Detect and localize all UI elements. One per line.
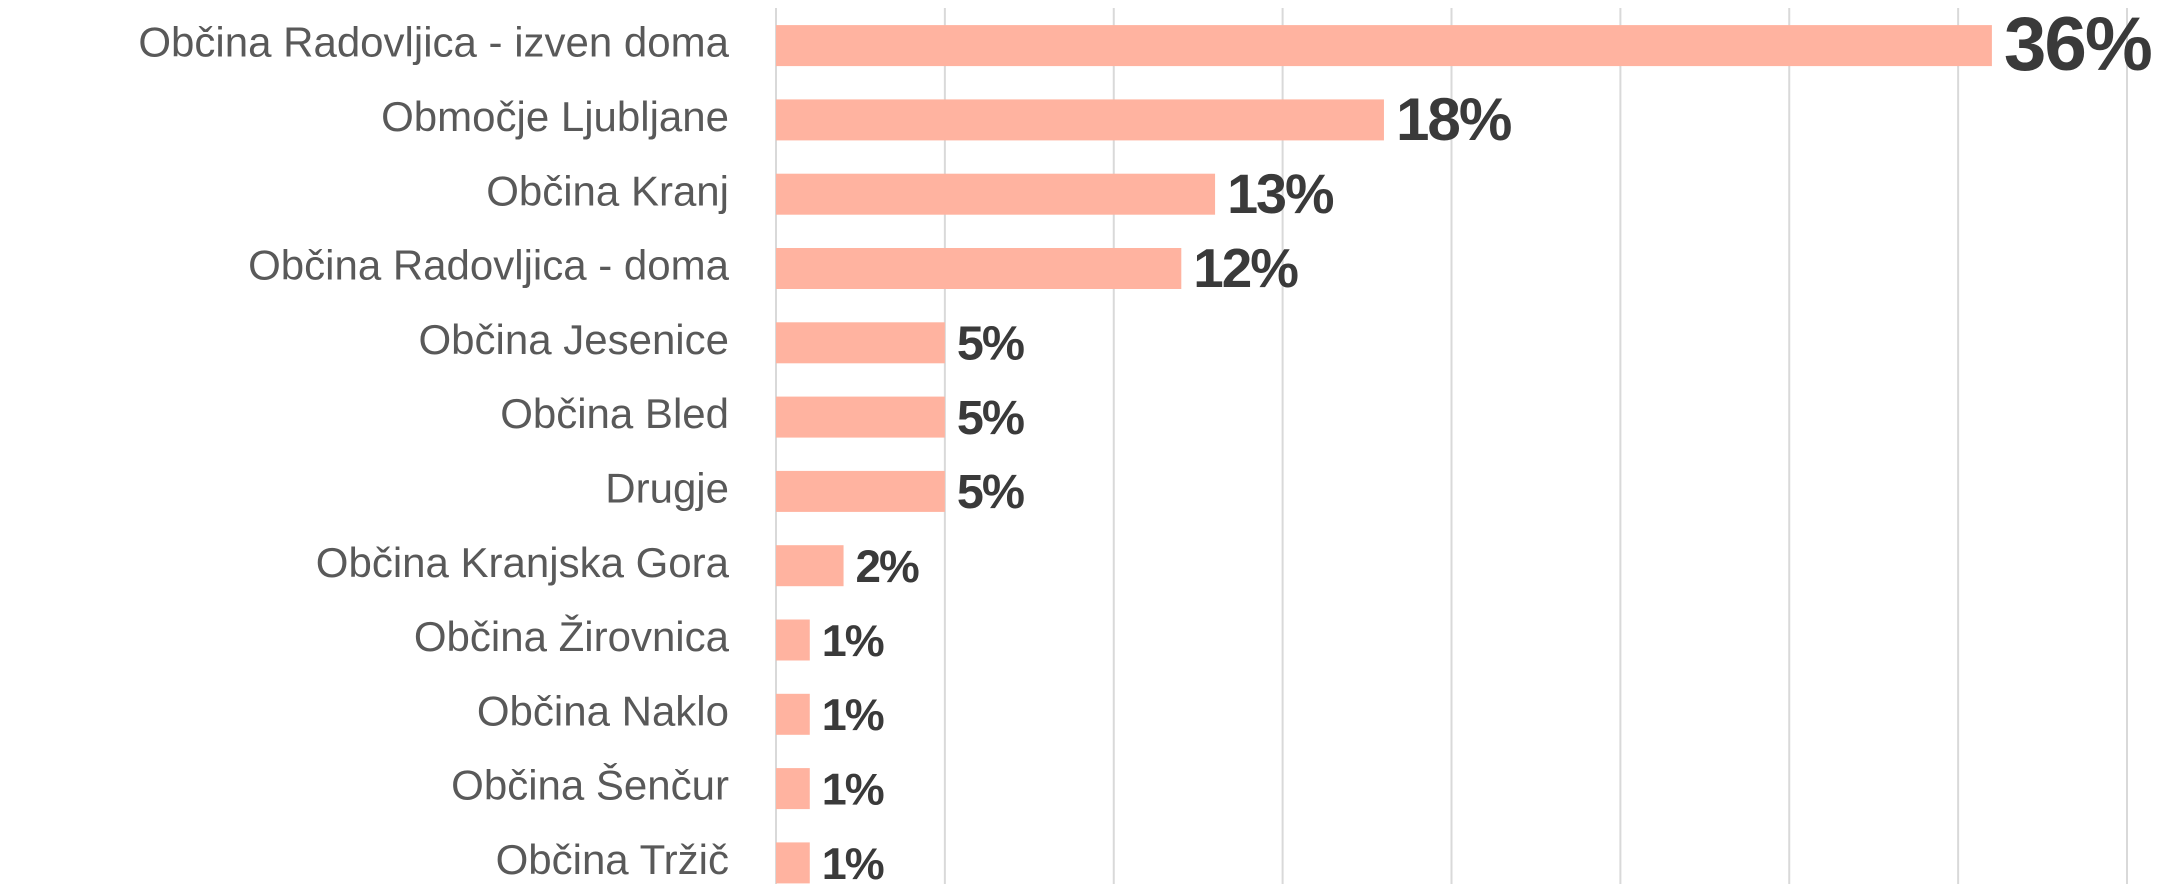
- value-label: 18%: [1396, 86, 1511, 153]
- value-label: 1%: [822, 689, 884, 740]
- value-label: 5%: [957, 317, 1024, 371]
- category-label: Občina Šenčur: [451, 762, 729, 809]
- category-label: Občina Naklo: [477, 687, 729, 734]
- value-label: 2%: [856, 541, 919, 592]
- value-label: 5%: [957, 465, 1024, 519]
- bar: [776, 99, 1384, 141]
- category-label: Občina Žirovnica: [414, 613, 730, 660]
- value-label: 5%: [957, 391, 1024, 445]
- category-label: Občina Radovljica - doma: [248, 242, 730, 289]
- category-label: Občina Kranj: [486, 167, 729, 214]
- bar: [776, 322, 945, 364]
- category-label: Drugje: [605, 464, 729, 511]
- bar: [776, 693, 810, 735]
- bar: [776, 396, 945, 438]
- category-label: Občina Bled: [500, 390, 729, 437]
- bar: [776, 619, 810, 661]
- category-label: Občina Jesenice: [418, 316, 729, 363]
- value-label: 13%: [1227, 163, 1334, 225]
- bar: [776, 768, 810, 810]
- value-label: 12%: [1193, 237, 1298, 299]
- bar: [776, 470, 945, 512]
- bar: [776, 173, 1216, 215]
- category-label: Občina Kranjska Gora: [316, 539, 730, 586]
- category-label: Občina Tržič: [496, 836, 729, 883]
- category-label: Območje Ljubljane: [381, 93, 729, 140]
- value-label: 36%: [2004, 2, 2151, 87]
- category-label: Občina Radovljica - izven doma: [138, 19, 729, 66]
- value-label: 1%: [822, 763, 884, 814]
- bar: [776, 545, 844, 587]
- value-label: 1%: [822, 615, 884, 666]
- value-label: 1%: [822, 838, 884, 884]
- bar: [776, 842, 810, 884]
- bar: [776, 25, 1992, 67]
- bar: [776, 248, 1182, 289]
